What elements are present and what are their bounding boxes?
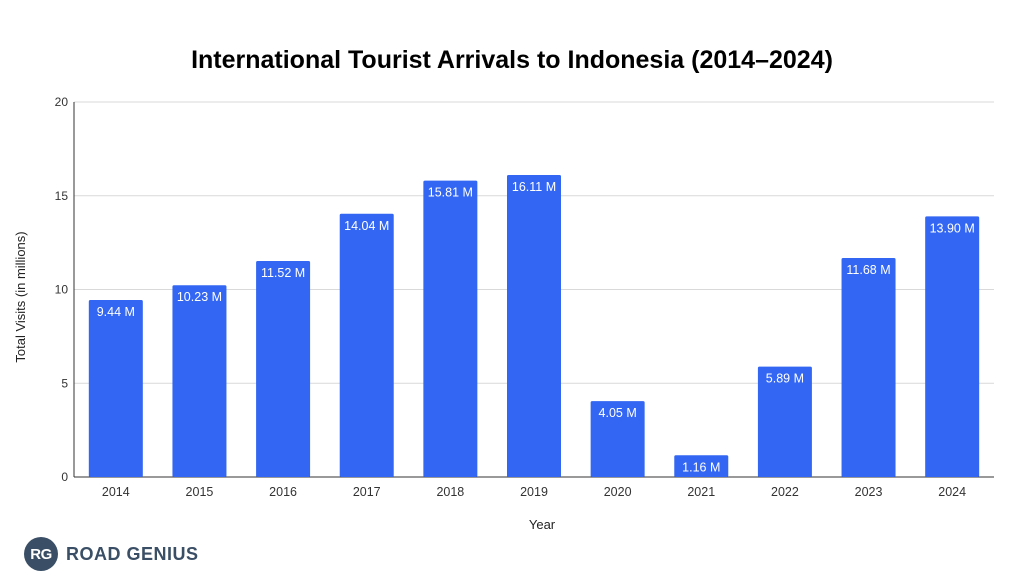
data-label: 5.89 M — [766, 372, 804, 386]
x-tick-label: 2019 — [520, 485, 548, 499]
bar-2021 — [674, 455, 729, 477]
bar-2015 — [172, 285, 227, 477]
data-label: 1.16 M — [682, 460, 720, 474]
chart-title: International Tourist Arrivals to Indone… — [191, 46, 833, 74]
y-tick-label: 5 — [61, 376, 68, 390]
x-tick-label: 2021 — [687, 485, 715, 499]
data-label: 11.52 M — [261, 266, 305, 280]
x-tick-labels: 2014 2015 2016 2017 2018 2019 2020 2021 2022 2023… — [102, 485, 966, 499]
x-tick-label: 2022 — [771, 485, 799, 499]
data-label: 10.23 M — [177, 290, 222, 304]
data-label: 16.11 M — [512, 180, 556, 194]
data-label: 15.81 M — [428, 186, 473, 200]
brand-name: ROAD GENIUS — [66, 543, 199, 564]
brand-mark-icon: RG — [24, 537, 58, 571]
bar-2018 — [423, 180, 478, 477]
data-label: 4.05 M — [599, 406, 637, 420]
bar-2024 — [925, 216, 980, 477]
y-tick-labels: 0 5 10 15 20 — [55, 95, 69, 484]
brand-logo: RG ROAD GENIUS — [24, 537, 199, 571]
bar-2016 — [256, 261, 311, 477]
data-label: 14.04 M — [344, 219, 389, 233]
y-tick-label: 0 — [61, 470, 68, 484]
y-tick-label: 10 — [55, 283, 69, 297]
bar-2020 — [590, 401, 645, 477]
x-tick-label: 2016 — [269, 485, 297, 499]
data-label: 11.68 M — [846, 263, 890, 277]
bar-2017 — [339, 213, 394, 477]
x-tick-label: 2017 — [353, 485, 381, 499]
y-tick-label: 15 — [55, 189, 69, 203]
x-tick-label: 2020 — [604, 485, 632, 499]
bar-2022 — [757, 366, 812, 477]
bar-2014 — [88, 300, 143, 477]
y-tick-label: 20 — [55, 95, 69, 109]
bar-2023 — [841, 258, 896, 477]
x-tick-label: 2015 — [186, 485, 214, 499]
x-tick-label: 2014 — [102, 485, 130, 499]
data-label: 13.90 M — [930, 221, 975, 235]
x-tick-label: 2023 — [855, 485, 883, 499]
data-label: 9.44 M — [97, 305, 135, 319]
x-axis-title: Year — [529, 517, 556, 532]
y-axis-title: Total Visits (in millions) — [13, 231, 28, 362]
x-tick-label: 2024 — [938, 485, 966, 499]
x-tick-label: 2018 — [436, 485, 464, 499]
bars — [88, 174, 980, 477]
data-labels: 9.44 M 10.23 M 11.52 M 14.04 M 15.81 M 16.11 … — [97, 180, 975, 474]
bar-2019 — [507, 174, 561, 477]
